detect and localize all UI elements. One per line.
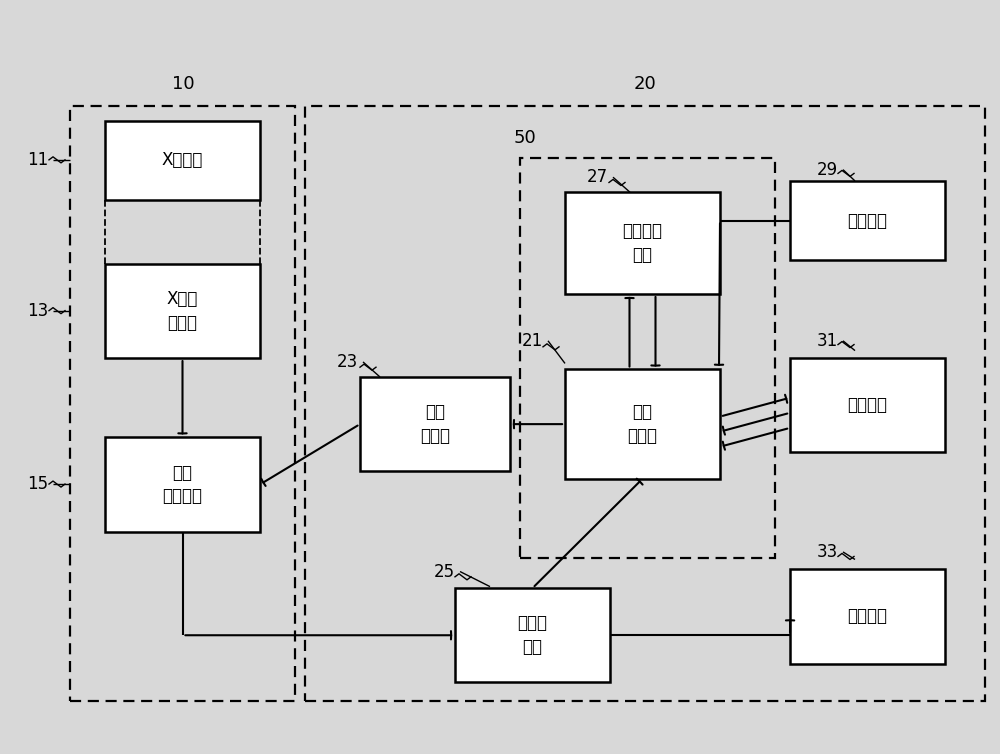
Text: 29: 29 [817,161,838,179]
Text: 31: 31 [817,332,838,350]
Bar [790,569,945,664]
Text: 11: 11 [27,151,48,169]
Text: 图像处理
装置: 图像处理 装置 [622,222,662,264]
Text: X射线管: X射线管 [162,152,203,169]
Bar [565,192,720,294]
Bar [105,121,260,200]
Text: 输入设备: 输入设备 [848,212,888,229]
Bar [455,588,610,682]
Bar [520,158,775,558]
Text: 数据
收集装置: 数据 收集装置 [162,464,202,505]
Bar [305,106,985,701]
Bar [70,106,295,701]
Text: 33: 33 [817,543,838,561]
Bar [565,369,720,479]
Text: 再构成
装置: 再构成 装置 [518,615,548,656]
Bar [105,437,260,532]
Text: 25: 25 [434,562,455,581]
Text: 50: 50 [514,129,536,147]
Text: 15: 15 [27,475,48,493]
Text: 系统
控制部: 系统 控制部 [628,403,658,445]
Text: 显示设备: 显示设备 [848,397,888,414]
Text: 23: 23 [337,353,358,371]
Text: 20: 20 [634,75,656,93]
Bar [360,377,510,471]
Text: 13: 13 [27,302,48,320]
Bar [790,358,945,452]
Text: 架台
控制部: 架台 控制部 [420,403,450,445]
Bar [790,181,945,260]
Text: 存储装置: 存储装置 [848,608,888,625]
Text: 10: 10 [172,75,194,93]
Text: 27: 27 [587,168,608,186]
Text: X射线
检测器: X射线 检测器 [167,290,198,332]
Text: 21: 21 [522,332,543,350]
Bar [105,264,260,358]
